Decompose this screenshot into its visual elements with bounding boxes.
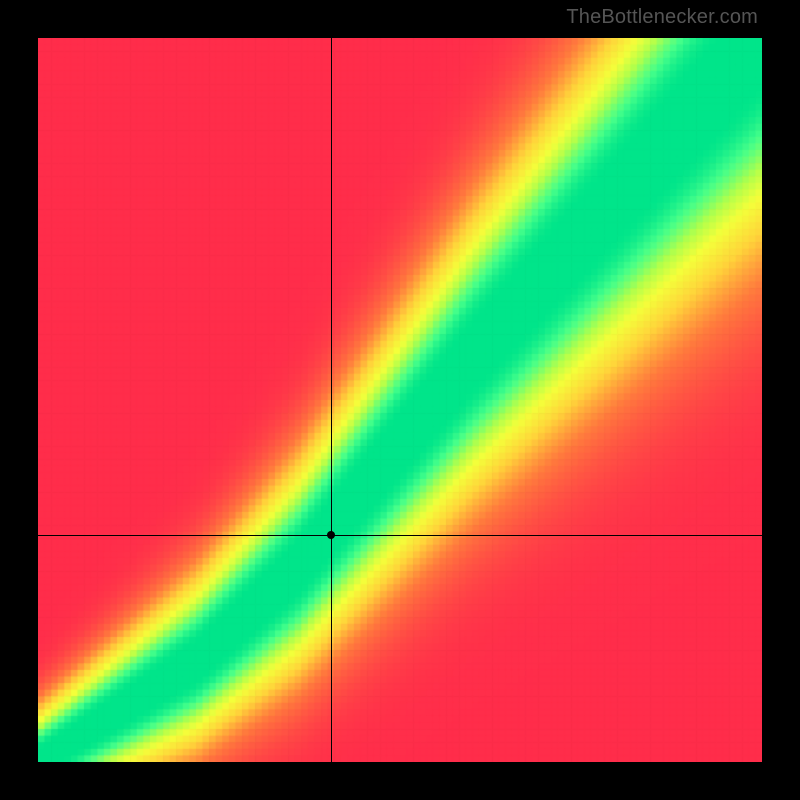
selected-point-dot xyxy=(327,531,335,539)
heatmap-canvas xyxy=(38,38,762,762)
watermark-text: TheBottlenecker.com xyxy=(566,6,758,29)
crosshair-vertical xyxy=(331,38,332,762)
crosshair-horizontal xyxy=(38,535,762,536)
bottleneck-heatmap xyxy=(38,38,762,762)
